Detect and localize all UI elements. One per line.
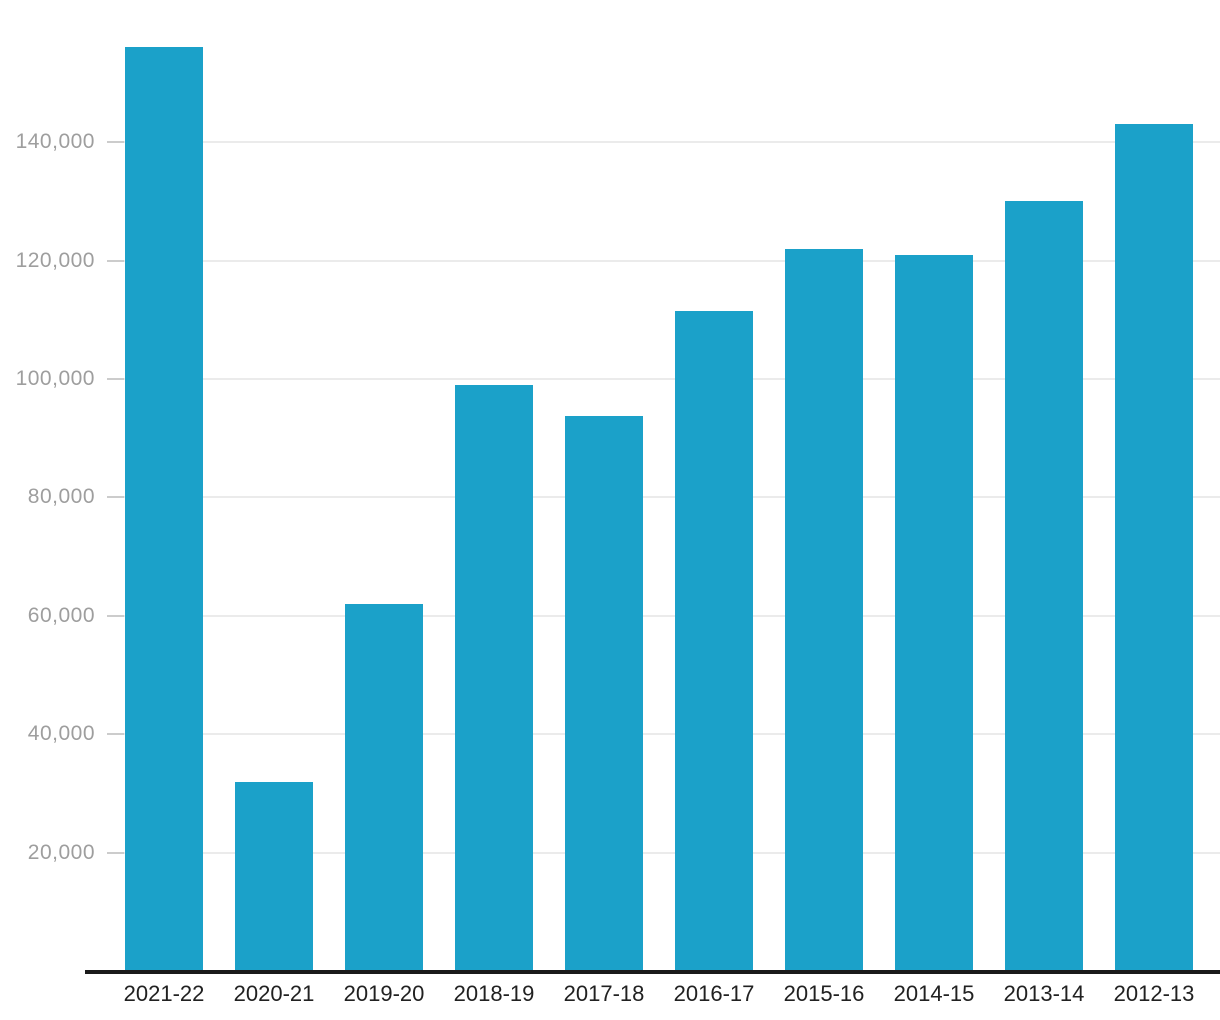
y-axis-tick: [107, 141, 124, 144]
bar-2012-13[interactable]: [1115, 124, 1193, 971]
y-axis-tick-label: 100,000: [15, 366, 95, 390]
x-axis-tick-label: 2013-14: [1003, 981, 1085, 1006]
bar-2018-19[interactable]: [455, 384, 533, 971]
bar-2020-21[interactable]: [235, 781, 313, 971]
x-axis-tick-label: 2021-22: [123, 981, 205, 1006]
y-axis-tick-label: 20,000: [27, 840, 95, 864]
x-axis-tick-label: 2014-15: [893, 981, 975, 1006]
bar-2016-17[interactable]: [675, 311, 753, 971]
bar-2014-15[interactable]: [895, 254, 973, 971]
x-axis-tick-label: 2020-21: [233, 981, 315, 1006]
bar-2019-20[interactable]: [345, 603, 423, 971]
x-axis-tick-label: 2018-19: [453, 981, 535, 1006]
gridline: [124, 733, 1220, 736]
x-axis-tick-label: 2017-18: [563, 981, 645, 1006]
y-axis-tick: [107, 259, 124, 262]
y-axis-tick-label: 40,000: [27, 722, 95, 746]
y-axis-tick-label: 80,000: [27, 485, 95, 509]
bar-2021-22[interactable]: [125, 47, 203, 971]
y-axis-tick: [107, 377, 124, 380]
gridline: [124, 614, 1220, 617]
bar-2015-16[interactable]: [785, 248, 863, 971]
y-axis-tick: [107, 614, 124, 617]
gridline: [124, 259, 1220, 262]
gridline: [124, 851, 1220, 854]
y-axis-tick-label: 140,000: [15, 130, 95, 154]
bar-2017-18[interactable]: [565, 416, 643, 971]
bar-2013-14[interactable]: [1005, 201, 1083, 971]
y-axis-tick: [107, 733, 124, 736]
x-axis-line: [85, 970, 1220, 974]
y-axis-tick-label: 60,000: [27, 603, 95, 627]
gridline: [124, 141, 1220, 144]
gridline: [124, 377, 1220, 380]
y-axis-tick: [107, 496, 124, 499]
x-axis-tick-label: 2015-16: [783, 981, 865, 1006]
gridline: [124, 496, 1220, 499]
x-axis-tick-label: 2019-20: [343, 981, 425, 1006]
y-axis-tick: [107, 851, 124, 854]
y-axis-tick-label: 120,000: [15, 248, 95, 272]
x-axis-tick-label: 2016-17: [673, 981, 755, 1006]
x-axis-tick-label: 2012-13: [1113, 981, 1195, 1006]
plot-area: 20,000 40,000 60,000 80,000 100,000 120,000 14…: [15, 47, 1220, 971]
